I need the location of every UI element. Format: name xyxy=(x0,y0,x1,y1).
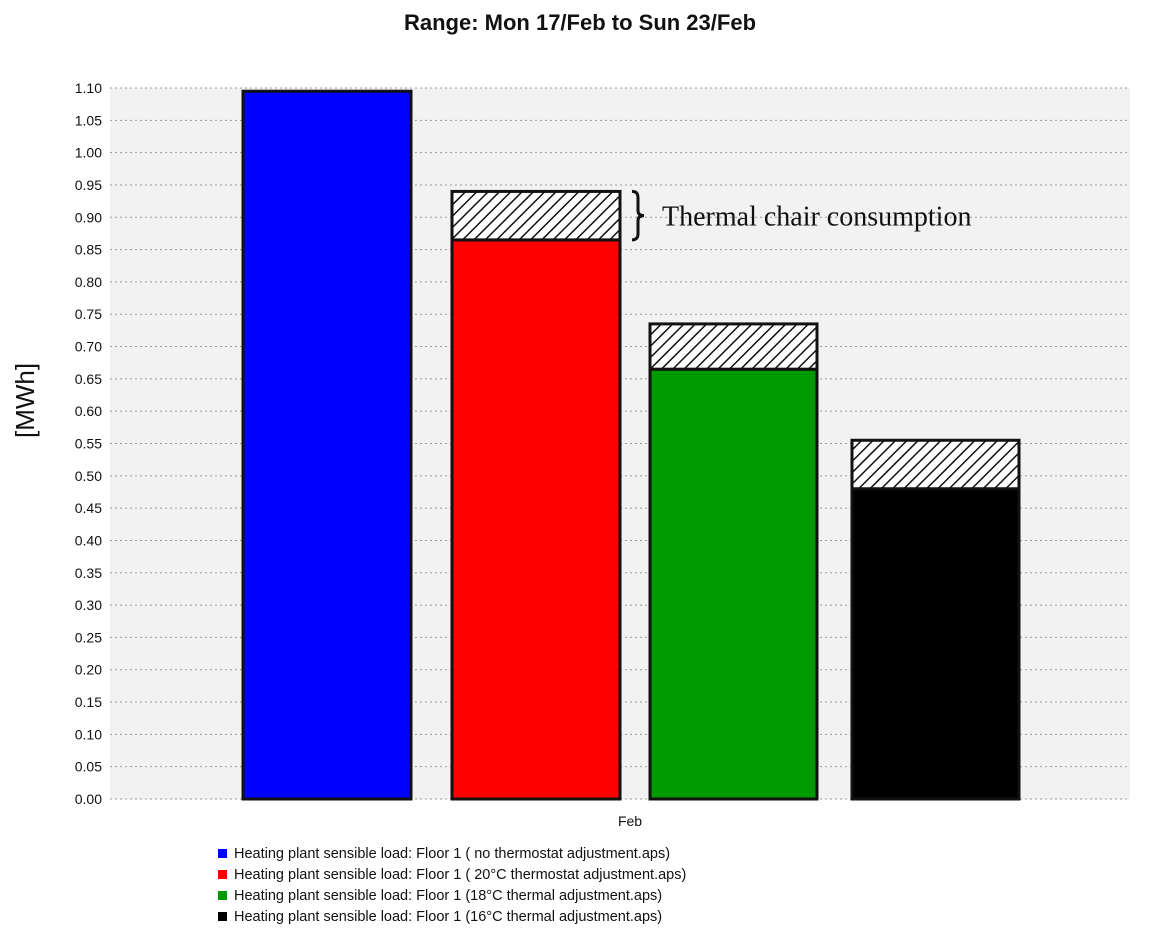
legend-item-2: Heating plant sensible load: Floor 1 ( 2… xyxy=(218,864,686,885)
thermal-chair-segment-2 xyxy=(450,189,622,242)
bar-3 xyxy=(648,367,819,801)
annotation-text: Thermal chair consumption xyxy=(662,202,971,233)
legend-swatch xyxy=(218,912,227,921)
annotation-group: Thermal chair consumption xyxy=(631,189,971,242)
y-tick-label: 0.40 xyxy=(75,532,102,548)
thermal-chair-segment-3 xyxy=(648,322,819,371)
y-axis-ticks: 0.00 0.05 0.10 0.15 0.20 0.25 0.30 0.35 0.40 0.45… xyxy=(75,80,102,807)
y-tick-label: 0.60 xyxy=(75,403,102,419)
legend-label: Heating plant sensible load: Floor 1 ( 2… xyxy=(234,866,687,883)
y-tick-label: 0.80 xyxy=(75,274,102,290)
bar-1 xyxy=(241,89,413,801)
y-tick-label: 0.35 xyxy=(75,565,102,581)
y-tick-label: 0.85 xyxy=(75,242,102,258)
annotation-bracket xyxy=(631,189,645,242)
y-tick-label: 0.65 xyxy=(75,371,102,387)
legend-item-1: Heating plant sensible load: Floor 1 ( n… xyxy=(218,843,686,864)
y-tick-label: 0.55 xyxy=(75,436,102,452)
y-tick-label: 0.10 xyxy=(75,726,102,742)
legend-swatch xyxy=(218,849,227,858)
y-tick-label: 0.05 xyxy=(75,759,102,775)
y-tick-label: 0.20 xyxy=(75,662,102,678)
y-tick-label: 1.05 xyxy=(75,112,102,128)
legend-label: Heating plant sensible load: Floor 1 (16… xyxy=(234,908,663,925)
y-tick-label: 0.75 xyxy=(75,306,102,322)
legend-item-3: Heating plant sensible load: Floor 1 (18… xyxy=(218,885,686,906)
y-tick-label: 0.25 xyxy=(75,629,102,645)
bar-4 xyxy=(850,487,1021,801)
y-tick-label: 0.45 xyxy=(75,500,102,516)
bars xyxy=(241,89,1021,801)
bar-2 xyxy=(450,238,622,801)
y-tick-label: 0.95 xyxy=(75,177,102,193)
y-tick-label: 0.30 xyxy=(75,597,102,613)
thermal-chair-segment-4 xyxy=(850,438,1021,491)
y-tick-label: 0.50 xyxy=(75,468,102,484)
chart-title: Range: Mon 17/Feb to Sun 23/Feb xyxy=(403,10,757,35)
y-tick-label: 0.00 xyxy=(75,791,102,807)
legend-label: Heating plant sensible load: Floor 1 ( n… xyxy=(234,845,671,862)
y-tick-label: 0.15 xyxy=(75,694,102,710)
legend: Heating plant sensible load: Floor 1 ( n… xyxy=(218,843,686,927)
y-tick-label: 0.90 xyxy=(75,209,102,225)
legend-swatch xyxy=(218,891,227,900)
y-tick-label: 1.10 xyxy=(75,80,102,96)
y-tick-label: 1.00 xyxy=(75,145,102,161)
x-category-label: Feb xyxy=(618,813,642,829)
legend-swatch xyxy=(218,870,227,879)
legend-label: Heating plant sensible load: Floor 1 (18… xyxy=(234,887,663,904)
legend-item-4: Heating plant sensible load: Floor 1 (16… xyxy=(218,906,686,927)
y-tick-label: 0.70 xyxy=(75,339,102,355)
